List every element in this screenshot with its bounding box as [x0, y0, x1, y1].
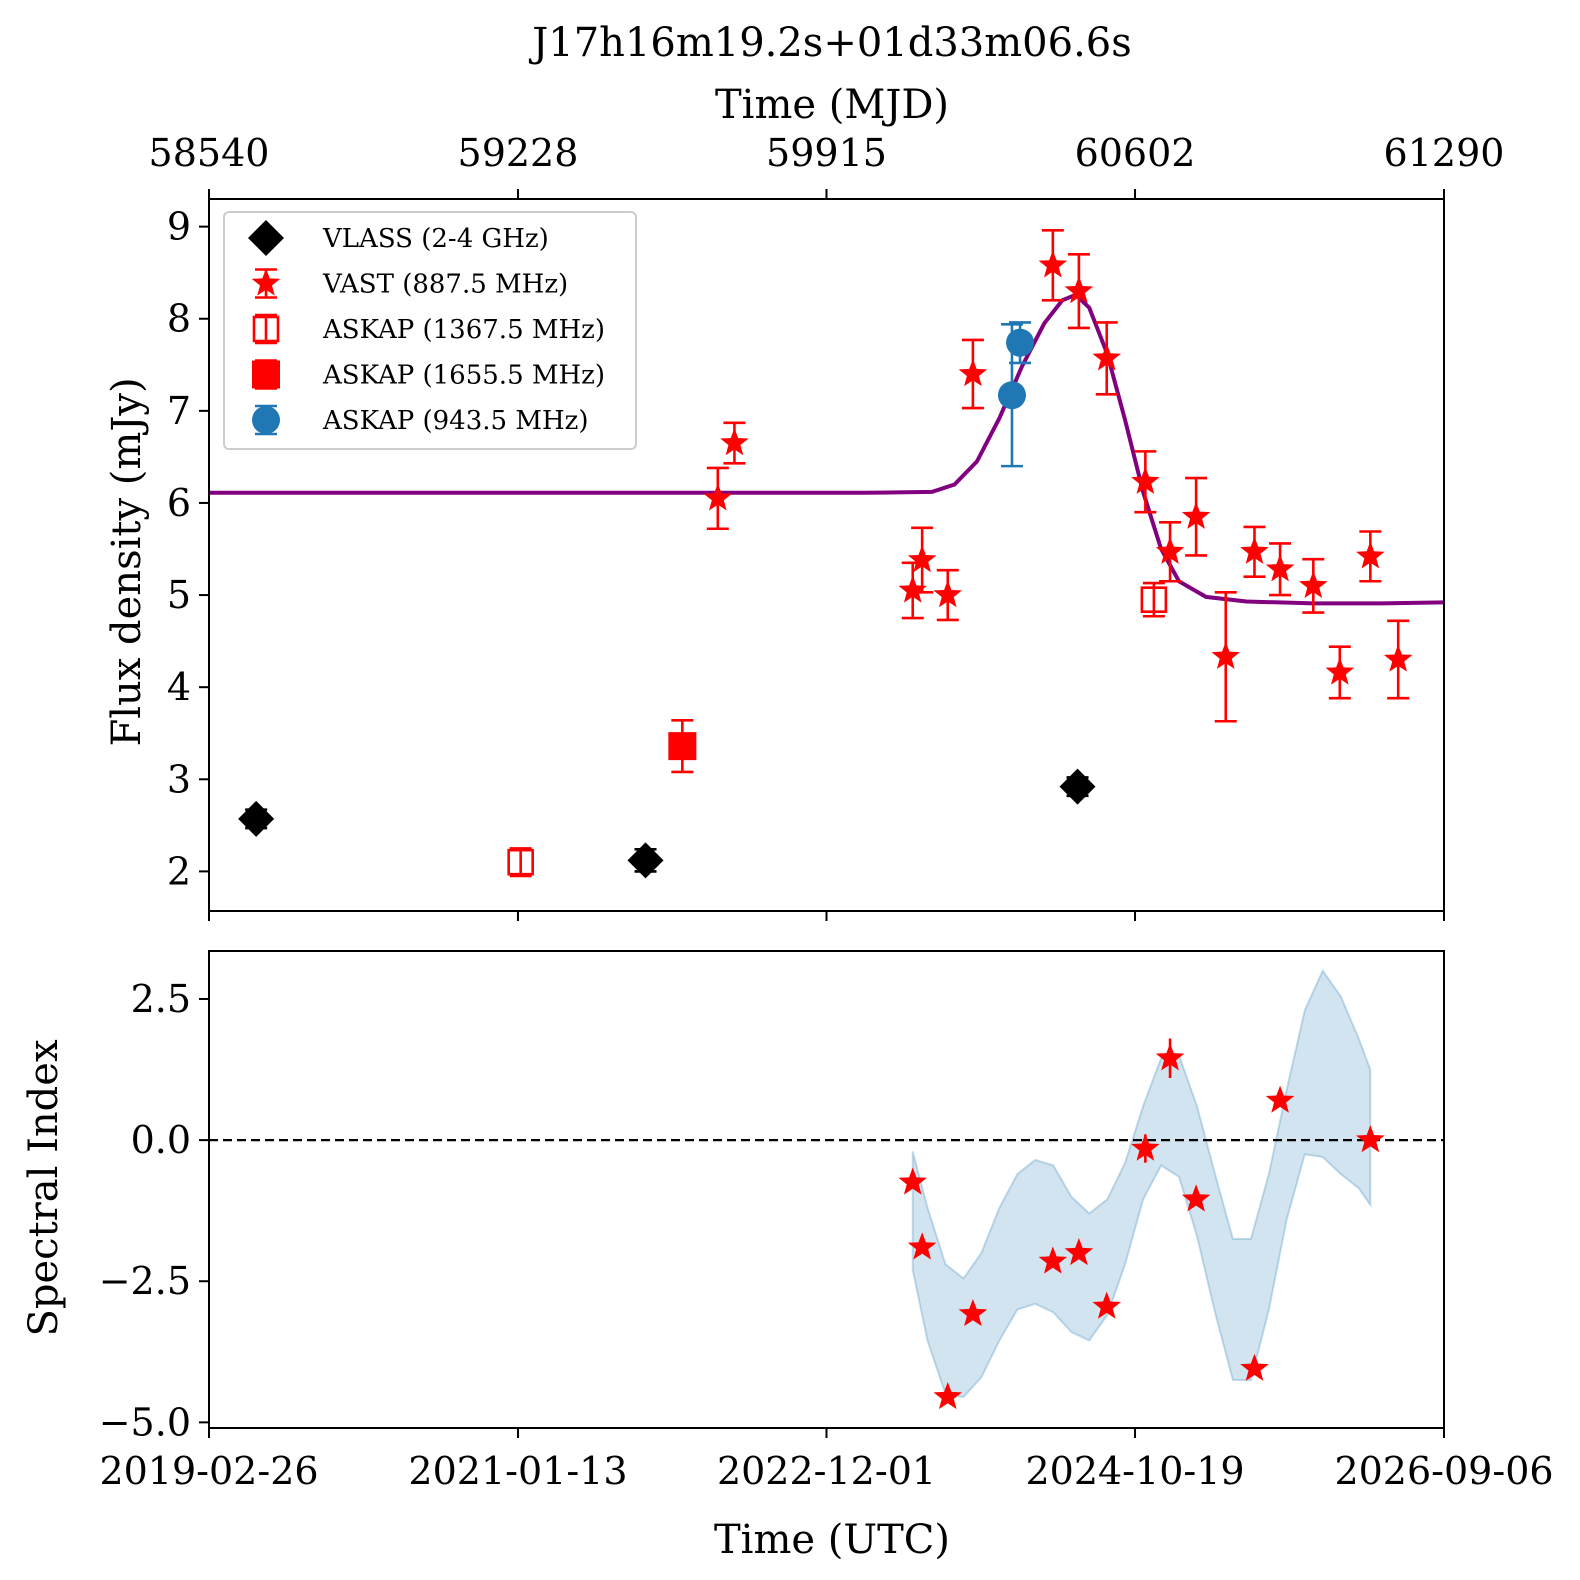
y-tick-label: 6	[167, 481, 191, 525]
series-1-point	[1299, 570, 1328, 598]
top-x-tick-label: 61290	[1384, 131, 1505, 175]
top-x-tick-label: 58540	[149, 131, 270, 175]
spectral-index-point	[1181, 1184, 1211, 1212]
y-tick-label: 0.0	[131, 1118, 191, 1162]
bottom-panel-ylabel: Spectral Index	[21, 1039, 67, 1336]
series-1-point	[958, 359, 988, 387]
series-1-point	[1064, 276, 1094, 304]
legend-label: ASKAP (1367.5 MHz)	[322, 315, 605, 345]
series-3-point	[668, 732, 697, 761]
y-tick-label: 9	[167, 205, 191, 249]
series-2-point	[507, 848, 534, 876]
spectral-index-point	[1064, 1238, 1094, 1266]
series-1-point	[1131, 466, 1160, 494]
legend-label: VAST (887.5 MHz)	[322, 270, 568, 300]
flux-density-plot: 2 3 4 5 6 7 8 9 58540 59228 59915 60602 61290	[149, 131, 1505, 921]
bottom-plot-frame	[208, 950, 1445, 1429]
x-tick-label: 2026-09-06	[1334, 1449, 1553, 1493]
bottom-axis-title: Time (UTC)	[714, 1517, 950, 1563]
top-x-tick-label: 60602	[1075, 131, 1196, 175]
spectral-index-band	[911, 968, 1372, 1399]
series-0-point	[627, 842, 664, 879]
top-x-tick-label: 59915	[766, 131, 887, 175]
x-tick-label: 2019-02-26	[99, 1449, 318, 1493]
top-x-tick-label: 59228	[458, 131, 579, 175]
y-tick-label: 2	[167, 849, 191, 893]
spectral-index-point	[1131, 1133, 1160, 1161]
series-4-point	[1006, 328, 1035, 357]
series-1-point	[898, 575, 927, 603]
legend-marker	[252, 315, 280, 343]
series-1-point	[1211, 641, 1241, 669]
legend-box	[223, 211, 637, 450]
x-tick-label: 2022-12-01	[717, 1449, 936, 1493]
y-tick-label: −2.5	[99, 1259, 191, 1303]
spectral-index-point	[898, 1167, 927, 1195]
series-1-point	[1325, 657, 1355, 685]
series-4-point	[997, 381, 1026, 410]
legend: VLASS (2-4 GHz) VAST (887.5 MHz) ASKAP (13…	[223, 211, 637, 450]
series-1-point	[1265, 554, 1295, 582]
y-tick-label: 3	[167, 757, 191, 801]
series-0-point	[238, 800, 275, 837]
series-1-point	[1356, 541, 1385, 569]
figure-title: J17h16m19.2s+01d33m06.6s	[528, 20, 1132, 66]
spectral-index-plot: 2.5 0.0 −2.5 −5.0 2019-02-26 2021-01-13 2022-1…	[99, 950, 1554, 1493]
y-tick-label: 2.5	[131, 977, 191, 1021]
legend-label: ASKAP (1655.5 MHz)	[322, 361, 605, 391]
legend-marker	[252, 360, 280, 389]
x-tick-label: 2024-10-19	[1025, 1449, 1244, 1493]
series-1-point	[1038, 250, 1068, 278]
series-1-point	[703, 483, 733, 511]
series-1-point	[1092, 343, 1121, 371]
legend-marker	[251, 268, 281, 296]
y-tick-label: −5.0	[99, 1400, 191, 1444]
y-tick-label: 4	[167, 665, 191, 709]
series-1-point	[1240, 536, 1269, 564]
spectral-index-point	[958, 1298, 988, 1327]
spectral-index-point	[907, 1232, 937, 1260]
spectral-index-point	[1356, 1125, 1385, 1153]
legend-label: ASKAP (943.5 MHz)	[322, 406, 588, 436]
spectral-index-point	[1092, 1291, 1121, 1319]
top-panel-ylabel: Flux density (mJy)	[104, 377, 150, 746]
spectral-index-point	[1038, 1246, 1068, 1274]
series-1-point	[907, 545, 937, 573]
spectral-index-point	[1240, 1353, 1269, 1381]
legend-marker	[252, 406, 280, 434]
series-1-point	[1155, 536, 1185, 564]
y-tick-label: 7	[167, 389, 191, 433]
top-axis-title: Time (MJD)	[715, 82, 949, 128]
spectral-index-point	[933, 1381, 963, 1410]
series-1-point	[1181, 501, 1211, 529]
series-0-point	[1059, 768, 1096, 805]
spectral-index-point	[1155, 1043, 1185, 1071]
legend-marker	[248, 220, 284, 256]
x-tick-label: 2021-01-13	[408, 1449, 627, 1493]
series-1-point	[1383, 644, 1413, 672]
y-tick-label: 8	[167, 297, 191, 341]
series-1-point	[933, 580, 963, 608]
y-tick-label: 5	[167, 573, 191, 617]
series-2-point	[1140, 586, 1168, 613]
spectral-index-point	[1265, 1085, 1295, 1113]
series-1-point	[720, 428, 749, 456]
legend-label: VLASS (2-4 GHz)	[322, 224, 549, 254]
